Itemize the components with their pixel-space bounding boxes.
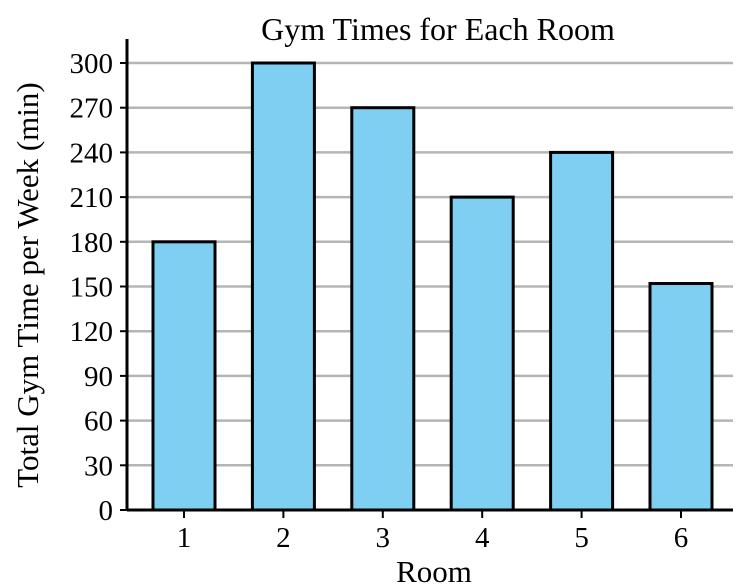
x-tick-label: 6 — [674, 522, 689, 554]
y-tick-label: 0 — [99, 495, 114, 527]
y-tick-label: 30 — [84, 450, 113, 482]
bar-room-2 — [250, 61, 316, 512]
x-tick-label: 2 — [276, 522, 291, 554]
y-tick-label: 180 — [70, 227, 114, 259]
chart-title: Gym Times for Each Room — [261, 11, 615, 47]
x-tick-label: 5 — [574, 522, 589, 554]
bar-room-1 — [151, 240, 217, 512]
y-tick-label: 270 — [70, 93, 114, 125]
y-tick-label: 90 — [84, 361, 113, 393]
y-tick-label: 300 — [70, 48, 114, 80]
x-tick-labels: 1 2 3 4 5 6 — [177, 510, 689, 554]
y-tick-label: 150 — [70, 272, 114, 304]
y-axis-label: Total Gym Time per Week (min) — [10, 82, 45, 487]
y-tick-labels: 0 30 60 90 120 150 180 210 240 270 300 — [70, 48, 127, 527]
y-tick-label: 60 — [84, 406, 113, 438]
bar-room-5 — [549, 150, 615, 512]
axes — [125, 39, 733, 512]
x-axis-label: Room — [396, 554, 472, 585]
bar-room-4 — [449, 195, 515, 512]
y-tick-label: 120 — [70, 316, 114, 348]
bar-room-3 — [350, 106, 416, 512]
x-tick-label: 3 — [376, 522, 391, 554]
y-tick-label: 240 — [70, 137, 114, 169]
grid-lines — [127, 61, 733, 467]
x-tick-label: 4 — [475, 522, 490, 554]
x-tick-label: 1 — [177, 522, 192, 554]
bar-room-6 — [648, 282, 714, 512]
y-tick-label: 210 — [70, 182, 114, 214]
